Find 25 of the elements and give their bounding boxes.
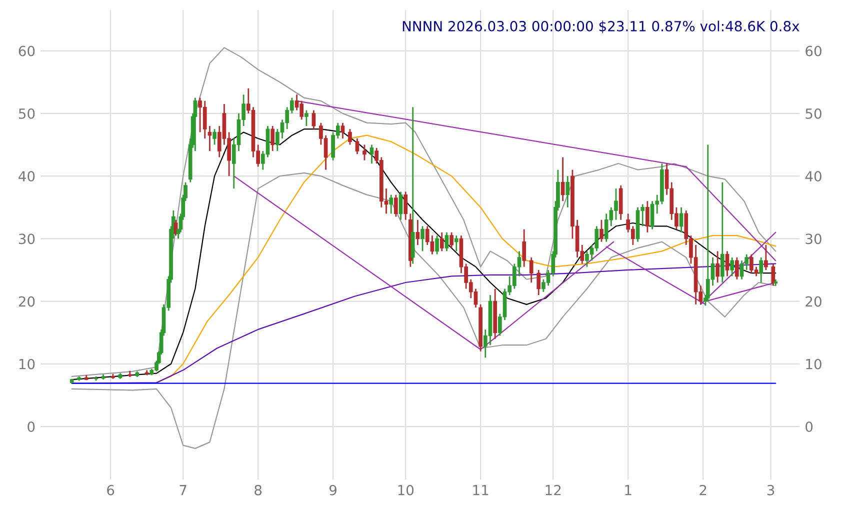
y-tick-label: 50 [18, 108, 35, 119]
text: NNNN 2026.03.03 00:00:00 $23.11 0.87% vol:48.6K 0.8x [402, 20, 800, 34]
x-tick-label: 12 [546, 484, 561, 496]
y-tick-label: 30 [18, 234, 35, 244]
y2-tick-label: 20 [806, 296, 822, 307]
x-tick-label: 8 [254, 484, 262, 496]
x-tick-label: 1 [625, 485, 632, 496]
x-tick-label: 7 [180, 485, 186, 496]
x-tick-label: 9 [330, 484, 336, 496]
y-tick-label: 60 [18, 46, 35, 56]
y-tick-label: 10 [19, 358, 35, 370]
y2-tick-label: 0 [806, 421, 813, 432]
x-tick-label: 6 [107, 484, 114, 496]
x-tick-label: 2 [700, 484, 706, 496]
y2-tick-label: 40 [805, 171, 822, 182]
y-tick-label: 0 [28, 421, 35, 432]
y-tick-label: 20 [18, 296, 35, 307]
y2-tick-label: 30 [806, 234, 822, 244]
y-tick-label: 40 [18, 171, 35, 182]
x-tick-label: 3 [767, 484, 774, 496]
x-tick-label: 10 [398, 484, 414, 496]
y2-tick-label: 10 [806, 358, 822, 370]
y2-tick-label: 60 [806, 46, 822, 56]
y2-tick-label: 50 [806, 108, 822, 119]
x-tick-label: 11 [473, 485, 488, 496]
